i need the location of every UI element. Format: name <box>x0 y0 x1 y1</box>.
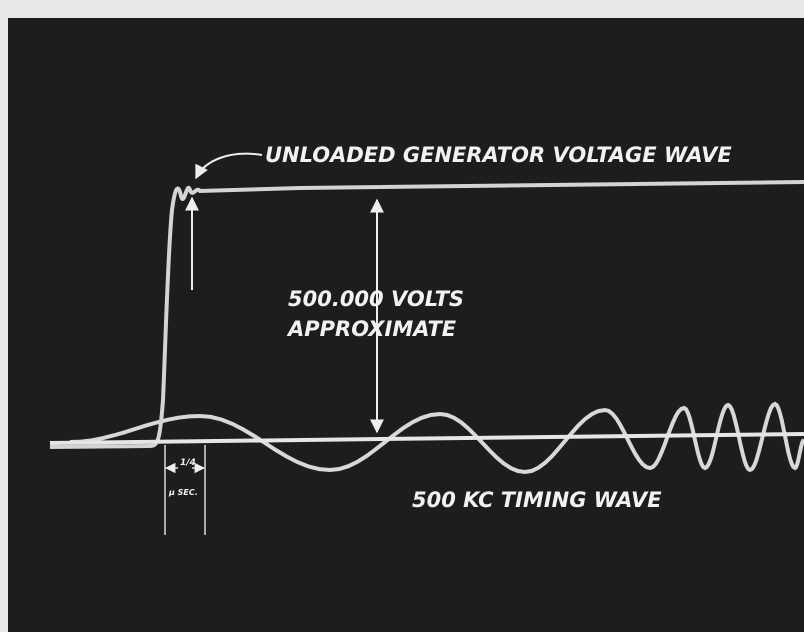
interval-label: 1/4 <box>180 458 196 468</box>
volts-label: APPROXIMATE <box>286 317 457 341</box>
volts-label: 500.000 VOLTS <box>288 287 464 311</box>
baseline <box>49 432 804 445</box>
interval-label: μ SEC. <box>168 488 198 497</box>
voltage-wave <box>49 180 804 449</box>
timing-label: 500 KC TIMING WAVE <box>412 488 662 512</box>
label-arrow <box>195 152 263 180</box>
screen <box>8 18 804 632</box>
timing-wave <box>69 401 804 475</box>
voltage-label: UNLOADED GENERATOR VOLTAGE WAVE <box>265 143 732 167</box>
